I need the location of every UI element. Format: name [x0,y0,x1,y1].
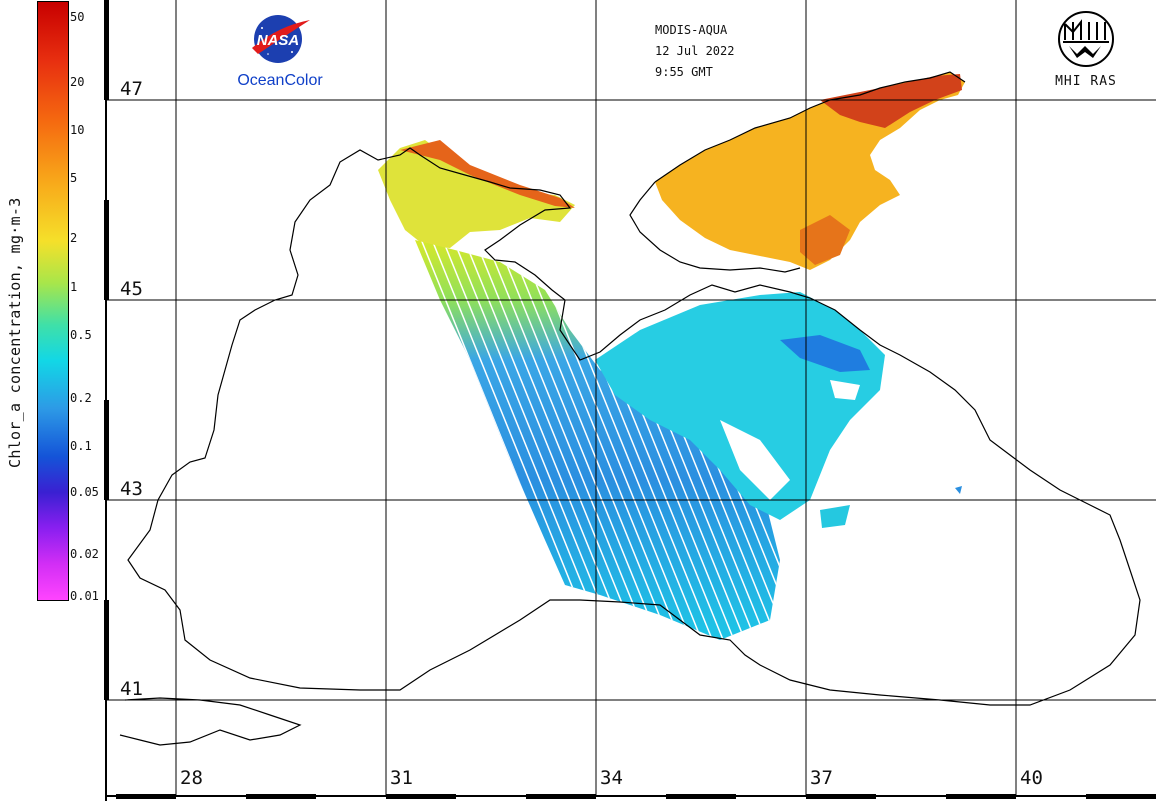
lat-label-43: 43 [120,478,143,500]
nasa-oceancolor-logo: NASA OceanColor [232,12,328,90]
satellite-swath [415,240,780,640]
northwest-shelf-bloom [378,140,575,248]
colorbar-tick-label: 0.5 [70,328,92,343]
colorbar-tick-label: 0.1 [70,438,92,453]
lat-lon-grid [106,0,1156,796]
colorbar-tick-label: 0.02 [70,546,99,561]
colorbar-tick-label: 2 [70,231,78,246]
image-header: MODIS-AQUA 12 Jul 2022 9:55 GMT [655,20,734,83]
colorbar-tick-label: 20 [70,74,85,89]
lat-label-45: 45 [120,278,143,300]
lon-label-28: 28 [180,767,203,789]
azov-sea-bloom [655,72,965,270]
mhi-ras-logo: MHI RAS [1045,10,1127,89]
lon-label-31: 31 [390,767,413,789]
colorbar-title: Chlor_a concentration, mg·m-3 [6,197,24,468]
time-label: 9:55 GMT [655,65,713,79]
colorbar-tick-label: 0.2 [70,390,92,405]
sensor-label: MODIS-AQUA [655,23,728,37]
date-label: 12 Jul 2022 [655,44,735,58]
central-sea-chlorophyll [595,292,962,528]
colorbar-tick-label: 10 [70,122,85,137]
colorbar-tick-label: 5 [70,170,78,185]
nasa-wordmark: NASA [257,32,300,49]
nasa-meatball-icon: NASA [252,15,310,63]
lon-label-37: 37 [810,767,833,789]
lat-label-47: 47 [120,78,143,100]
mhi-emblem-icon [1058,11,1114,67]
oceancolor-caption: OceanColor [237,72,323,89]
lon-label-40: 40 [1020,767,1043,789]
axis-scale-bars [104,0,1156,799]
colorbar-tick-label: 0.05 [70,484,99,499]
lat-label-41: 41 [120,678,143,700]
colorbar-tick-label: 50 [70,9,85,24]
mhi-ras-caption: MHI RAS [1055,74,1117,89]
black-sea-coastline [119,71,1141,746]
colorbar-tick-label: 0.01 [70,588,99,603]
colorbar-tick-label: 1 [70,279,78,294]
chlorophyll-colorbar [37,1,69,601]
lon-label-34: 34 [600,767,623,789]
